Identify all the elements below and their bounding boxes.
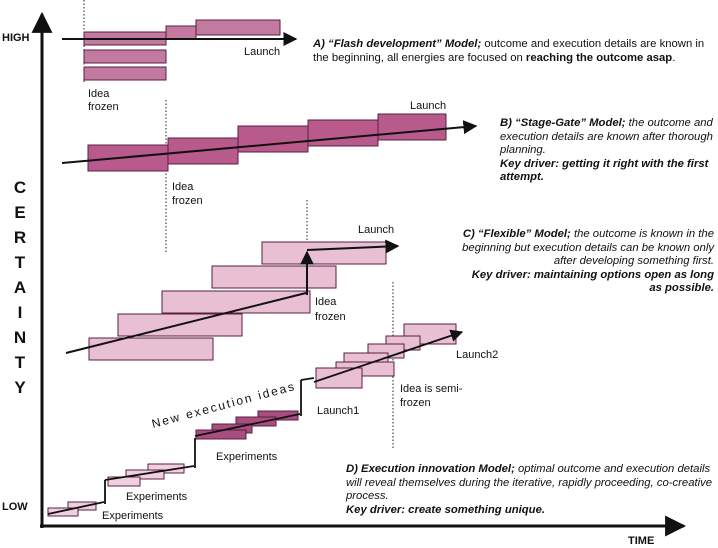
certainty-letter: R bbox=[14, 228, 26, 247]
experiment-bar bbox=[47, 507, 79, 517]
experiment-bar bbox=[315, 367, 363, 389]
semi-frozen-label: frozen bbox=[400, 397, 431, 409]
model-b-driver-text: : getting it right with the first attemp… bbox=[500, 157, 709, 184]
experiments-label: Experiments bbox=[102, 510, 164, 522]
model-b-diagram: Launch Idea frozen bbox=[61, 100, 478, 252]
model-c-diagram: Launch Idea frozen bbox=[65, 200, 400, 361]
launch-label: Launch bbox=[358, 224, 394, 236]
experiment-bar bbox=[147, 463, 185, 474]
experiment-bar bbox=[235, 416, 277, 427]
experiment-bar bbox=[257, 410, 299, 421]
launch2-label: Launch2 bbox=[456, 349, 498, 361]
progress-arrow bbox=[104, 465, 195, 481]
idea-frozen-label: Idea bbox=[172, 181, 194, 193]
time-label: TIME bbox=[628, 535, 654, 547]
certainty-label: C E R T A I N T Y bbox=[14, 178, 26, 397]
launch-label: Launch bbox=[244, 46, 280, 58]
launch-label: Launch bbox=[410, 100, 446, 112]
model-b-driver-label: Key driver bbox=[500, 157, 556, 170]
progress-arrow bbox=[306, 239, 400, 254]
stage-bar bbox=[377, 113, 447, 141]
task-bar bbox=[165, 25, 197, 40]
model-a-description: A) “Flash development” Model; outcome an… bbox=[313, 38, 715, 65]
model-a-title: A) “Flash development” Model; bbox=[313, 38, 482, 50]
experiments-label: Experiments bbox=[126, 491, 188, 503]
model-d-diagram: New execution ideas Experiments Experime… bbox=[47, 282, 498, 522]
idea-frozen-label: frozen bbox=[315, 311, 346, 323]
stage-bar bbox=[307, 119, 379, 147]
model-b-text: the outcome and execution details are kn… bbox=[500, 117, 713, 157]
progress-arrow bbox=[47, 501, 105, 515]
launch1-label: Launch1 bbox=[317, 405, 359, 417]
progress-arrow bbox=[313, 329, 464, 383]
model-d-title: D) Execution innovation Model; bbox=[346, 463, 515, 475]
certainty-letter: A bbox=[14, 278, 26, 297]
stage-bar bbox=[237, 125, 309, 153]
idea-frozen-label: frozen bbox=[88, 101, 119, 113]
task-bar bbox=[83, 49, 167, 64]
idea-frozen-label: frozen bbox=[172, 195, 203, 207]
model-b-description: B) “Stage-Gate” Model; the outcome and e… bbox=[500, 117, 714, 185]
progress-arrow bbox=[61, 120, 478, 164]
option-bar bbox=[161, 290, 311, 314]
certainty-letter: T bbox=[15, 353, 26, 372]
model-a-end: . bbox=[672, 51, 676, 64]
model-d-driver: Key driver: create something unique. bbox=[346, 503, 546, 516]
model-a-bold-end: reaching the outcome asap bbox=[525, 51, 673, 64]
high-label: HIGH bbox=[2, 32, 30, 44]
certainty-letter: C bbox=[14, 178, 26, 197]
model-c-text: the outcome is known in the beginning bu… bbox=[462, 228, 714, 268]
idea-frozen-label: Idea bbox=[315, 296, 337, 308]
certainty-letter: Y bbox=[14, 378, 26, 397]
model-a-diagram: Launch Idea frozen bbox=[62, 0, 298, 113]
semi-frozen-label: Idea is semi- bbox=[400, 383, 463, 395]
model-a-text: outcome and execution details are known … bbox=[313, 38, 705, 64]
model-c-driver: Key driver: maintaining options open as … bbox=[471, 268, 714, 295]
task-bar bbox=[83, 66, 167, 81]
idea-frozen-label: Idea bbox=[88, 88, 110, 100]
certainty-letter: T bbox=[15, 253, 26, 272]
progress-arrow bbox=[194, 413, 301, 437]
certainty-letter: I bbox=[18, 303, 23, 322]
model-d-description: D) Execution innovation Model; optimal o… bbox=[346, 463, 716, 517]
experiments-label: Experiments bbox=[216, 451, 278, 463]
progress-arrow bbox=[300, 377, 315, 381]
model-b-title: B) “Stage-Gate” Model; bbox=[500, 117, 626, 129]
model-d-text: optimal outcome and execution details wi… bbox=[346, 463, 713, 503]
certainty-letter: E bbox=[14, 203, 25, 222]
task-bar bbox=[195, 19, 281, 36]
model-c-title: C) “Flexible” Model; bbox=[462, 228, 571, 240]
model-c-description: C) “Flexible” Model; the outcome is know… bbox=[460, 228, 714, 296]
low-label: LOW bbox=[2, 501, 28, 513]
option-bar bbox=[261, 241, 387, 265]
progress-arrow bbox=[65, 292, 307, 354]
certainty-letter: N bbox=[14, 328, 26, 347]
option-bar bbox=[211, 265, 337, 289]
option-bar bbox=[88, 337, 214, 361]
